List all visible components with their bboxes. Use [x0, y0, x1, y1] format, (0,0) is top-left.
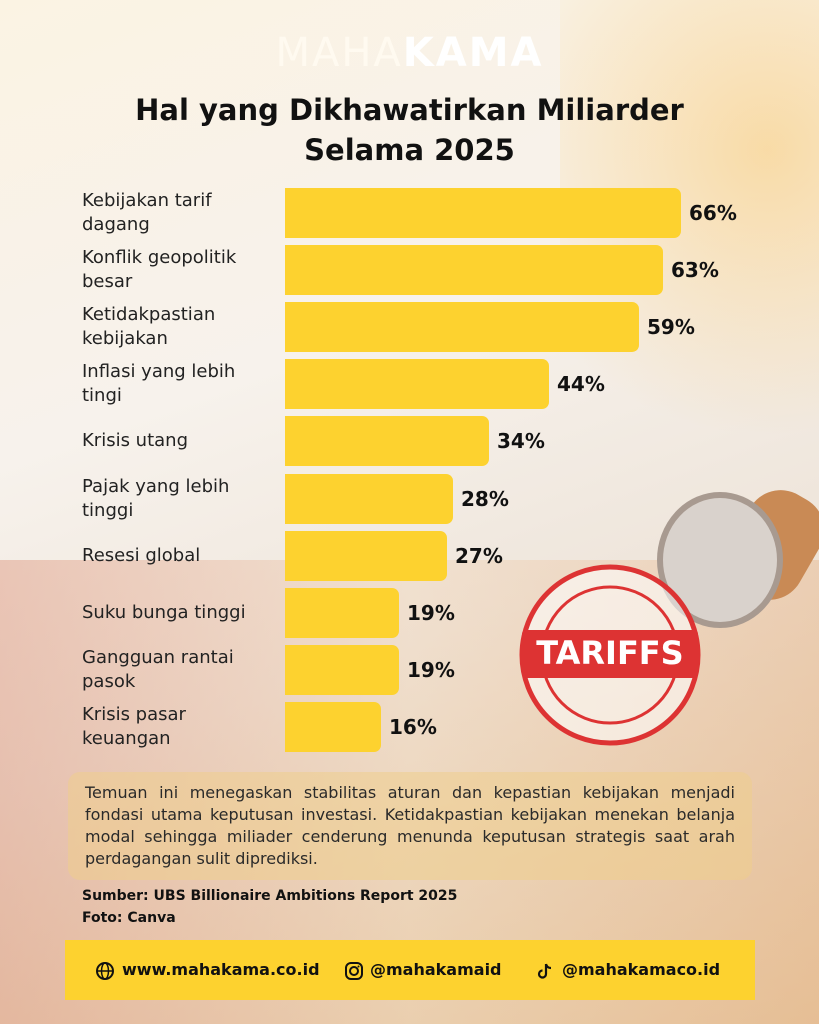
bar	[285, 245, 663, 296]
value-label: 19%	[407, 657, 455, 682]
category-label: Gangguan rantai pasok	[82, 646, 234, 692]
instagram-icon	[345, 962, 363, 980]
globe-icon	[96, 962, 114, 980]
chart-title: Hal yang Dikhawatirkan Miliarder Selama …	[135, 93, 684, 167]
bar	[285, 302, 639, 353]
value-label: 16%	[389, 714, 437, 739]
logo-part: KAMA	[402, 30, 544, 76]
value-label: 63%	[671, 258, 719, 283]
stamp-text: TARIFFS	[536, 634, 683, 672]
stamp-illustration: TARIFFS	[519, 490, 819, 746]
bar	[285, 701, 381, 752]
footer-bar	[65, 940, 755, 1000]
value-label: 19%	[407, 600, 455, 625]
tiktok-icon	[537, 963, 552, 979]
website[interactable]: www.mahakama.co.id	[122, 960, 320, 979]
category-label: Kebijakan tarif dagang	[82, 190, 212, 235]
category-label: Konflik geopolitik besar	[82, 247, 237, 293]
photo-credit: Foto: Canva	[82, 910, 176, 926]
bar	[285, 359, 549, 410]
category-label: Ketidakpastian kebijakan	[82, 304, 216, 350]
logo-part: MAHA	[275, 30, 403, 76]
bar	[285, 530, 447, 581]
value-label: 66%	[689, 201, 737, 225]
bar	[285, 644, 399, 695]
note: Temuan ini menegaskan stabilitas aturan …	[68, 772, 752, 880]
category-label: Pajak yang lebih tinggi	[82, 475, 230, 521]
bar	[285, 416, 489, 467]
category-label: Krisis pasar keuangan	[82, 703, 186, 749]
bar	[285, 587, 399, 638]
value-label: 59%	[647, 315, 695, 340]
instagram-handle[interactable]: @mahakamaid	[370, 960, 502, 979]
category-label: Resesi global	[82, 544, 201, 566]
bar	[285, 473, 453, 524]
value-label: 27%	[455, 543, 503, 568]
source: Sumber: UBS Billionaire Ambitions Report…	[82, 888, 458, 904]
bar	[285, 188, 681, 238]
value-label: 34%	[497, 429, 545, 454]
value-label: 28%	[461, 486, 509, 511]
category-label: Inflasi yang lebih tingi	[82, 361, 236, 407]
logo: MAHAKAMA	[0, 30, 819, 76]
category-label: Suku bunga tinggi	[82, 601, 246, 623]
tiktok-handle[interactable]: @mahakamaco.id	[562, 960, 721, 979]
category-label: Krisis utang	[82, 430, 189, 452]
value-label: 44%	[557, 372, 605, 397]
